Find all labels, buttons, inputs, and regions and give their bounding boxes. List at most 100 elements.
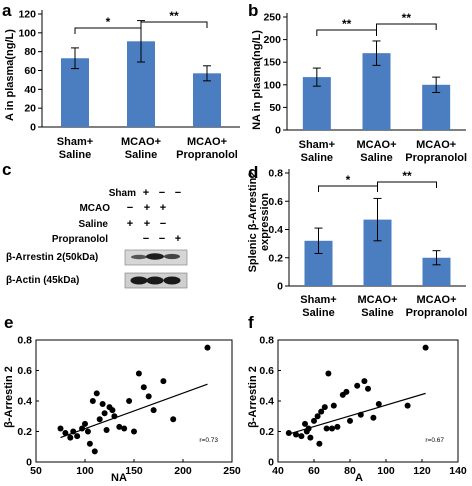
data-point	[131, 428, 137, 435]
x-tick-label: 100	[76, 465, 94, 477]
data-point	[79, 425, 86, 432]
data-point	[375, 401, 382, 408]
x-tick-label: 40	[272, 465, 284, 477]
blot-signs: + − − − + + + + − − − +	[127, 187, 181, 245]
data-point	[204, 344, 211, 351]
data-point	[305, 425, 312, 432]
significance-label: *	[106, 15, 111, 29]
band-label-actin: β-Actin (45kDa)	[6, 275, 79, 286]
x-axis-label-e: NA	[111, 472, 127, 484]
data-point	[103, 426, 110, 433]
significance-label: *	[346, 173, 351, 187]
y-tick-label: 0.8	[259, 335, 274, 347]
panel-letter-d: d	[248, 163, 258, 182]
y-tick-label: 50	[269, 102, 281, 114]
y-tick-label: 0	[26, 457, 32, 469]
data-point	[370, 414, 377, 421]
category-label: Sham+	[57, 136, 93, 148]
significance-bracket	[377, 181, 437, 188]
data-point	[302, 420, 308, 427]
panel-f: f β-Arrestin 2 A 0 0.2 0.4 0.6 0.8 40 60 80 100 1…	[247, 313, 467, 484]
category-label: Saline	[301, 152, 333, 164]
data-point	[116, 423, 123, 430]
scatter-chart-e: 0 0.2 0.4 0.6 0.8 50 100 150 200 250 r=0.73	[17, 335, 241, 478]
panel-letter-f: f	[248, 313, 254, 332]
significance-label: **	[402, 11, 412, 25]
y-tick-label: 100	[263, 79, 281, 91]
x-tick-label: 80	[344, 465, 356, 477]
category-label: Saline	[59, 149, 91, 161]
blot-row-label-mcao: MCAO	[79, 203, 110, 214]
category-label: MCAO+	[187, 136, 227, 148]
data-point	[62, 430, 69, 437]
y-axis-label-a: A in plasma(ng/L)	[4, 29, 16, 121]
significance-bracket	[140, 21, 208, 28]
panel-d: d Splenic β-Arrestin2 expression 0 0.2 0.4…	[247, 163, 467, 319]
data-point	[318, 408, 325, 415]
y-axis-label-b: NA in plasma(ng/L)	[251, 30, 263, 130]
data-point	[422, 344, 429, 351]
sign-mcao-lane1: −	[127, 202, 133, 214]
band-arrestin-lane2	[146, 253, 164, 260]
data-point	[93, 390, 100, 397]
data-point	[84, 428, 91, 435]
y-tick-label: 100	[18, 27, 36, 39]
data-point	[343, 388, 350, 395]
data-point	[357, 411, 364, 418]
y-tick-label: 0	[268, 457, 274, 469]
y-tick-label: 0.4	[17, 396, 32, 408]
blot-row-label-propranolol: Propranolol	[52, 234, 108, 245]
y-tick-label: 80	[24, 46, 36, 58]
significance-label: **	[402, 169, 412, 183]
sign-propranolol-lane2: −	[159, 233, 165, 245]
data-point	[86, 440, 93, 447]
y-axis-label-d-line2: expression	[259, 193, 271, 251]
bar-chart-a: 020406080100120Sham+SalineMCAO+SalineMCA…	[18, 9, 240, 161]
x-tick-label: 50	[30, 465, 42, 477]
panel-letter-a: a	[2, 1, 12, 20]
data-point	[316, 440, 323, 447]
y-axis-label-f: β-Arrestin 2	[247, 366, 259, 428]
x-tick-label: 120	[413, 465, 431, 477]
blot-image-actin	[124, 272, 188, 289]
correlation-label: r=0.67	[425, 437, 444, 444]
y-tick-label: 60	[24, 65, 36, 77]
data-point	[323, 425, 330, 432]
data-point	[334, 423, 341, 430]
sign-sham-lane2: −	[159, 187, 165, 199]
data-point	[96, 416, 103, 423]
y-tick-label: 20	[24, 103, 36, 115]
y-tick-label: 0	[275, 125, 281, 137]
data-point	[109, 407, 116, 414]
y-tick-label: 0.6	[259, 365, 274, 377]
sign-saline-lane1: +	[127, 218, 133, 230]
data-point	[330, 402, 337, 409]
panel-c: c Sham MCAO Saline Propranolol + − − − +…	[2, 160, 188, 289]
sign-mcao-lane3: +	[160, 202, 166, 214]
category-label: Propranolol	[405, 152, 467, 164]
significance-bracket	[318, 185, 378, 192]
bar	[362, 53, 391, 130]
panel-a: a A in plasma(ng/L) 0 20 40 60 80 100 120 Sham+…	[2, 1, 240, 161]
data-point	[311, 417, 317, 424]
data-point	[57, 425, 64, 432]
category-label: MCAO+	[356, 139, 396, 151]
blot-row-label-saline: Saline	[79, 219, 109, 230]
data-point	[170, 416, 177, 423]
data-point	[404, 402, 411, 409]
panel-b: b NA in plasma(ng/L) 0 50 100 150 200 250 Sham…	[248, 1, 467, 164]
panel-e: e β-Arrestin 2 NA 0 0.2 0.4 0.6 0.8 50 100 150 2…	[3, 313, 241, 484]
correlation-label: r=0.73	[199, 437, 218, 444]
band-actin-lane2	[146, 276, 164, 285]
sign-sham-lane3: −	[175, 187, 181, 199]
data-point	[121, 425, 128, 432]
category-label: MCAO+	[416, 139, 456, 151]
y-tick-label: 200	[263, 34, 281, 46]
band-arrestin-lane1	[131, 254, 147, 260]
y-tick-label: 0.4	[268, 224, 283, 236]
y-tick-label: 0.8	[17, 335, 32, 347]
data-point	[365, 385, 371, 392]
band-actin-lane1	[130, 276, 148, 285]
data-point	[140, 384, 147, 391]
data-point	[145, 393, 152, 400]
